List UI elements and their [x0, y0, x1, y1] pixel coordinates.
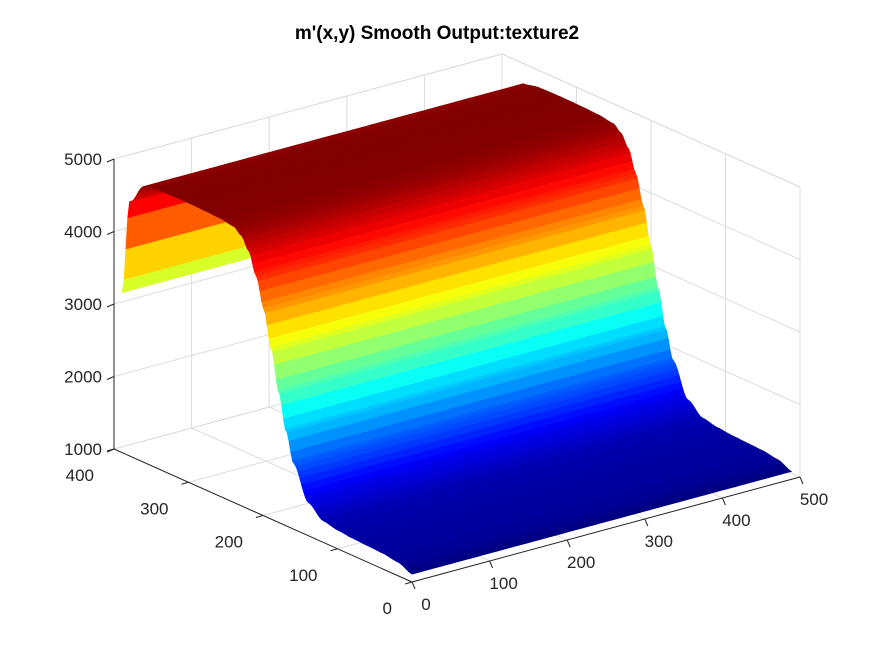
chart-title: m'(x,y) Smooth Output:texture2	[295, 23, 579, 44]
box-edge	[501, 53, 801, 188]
surface-patch	[644, 261, 656, 281]
surface	[121, 83, 793, 575]
box-edge	[113, 53, 503, 160]
